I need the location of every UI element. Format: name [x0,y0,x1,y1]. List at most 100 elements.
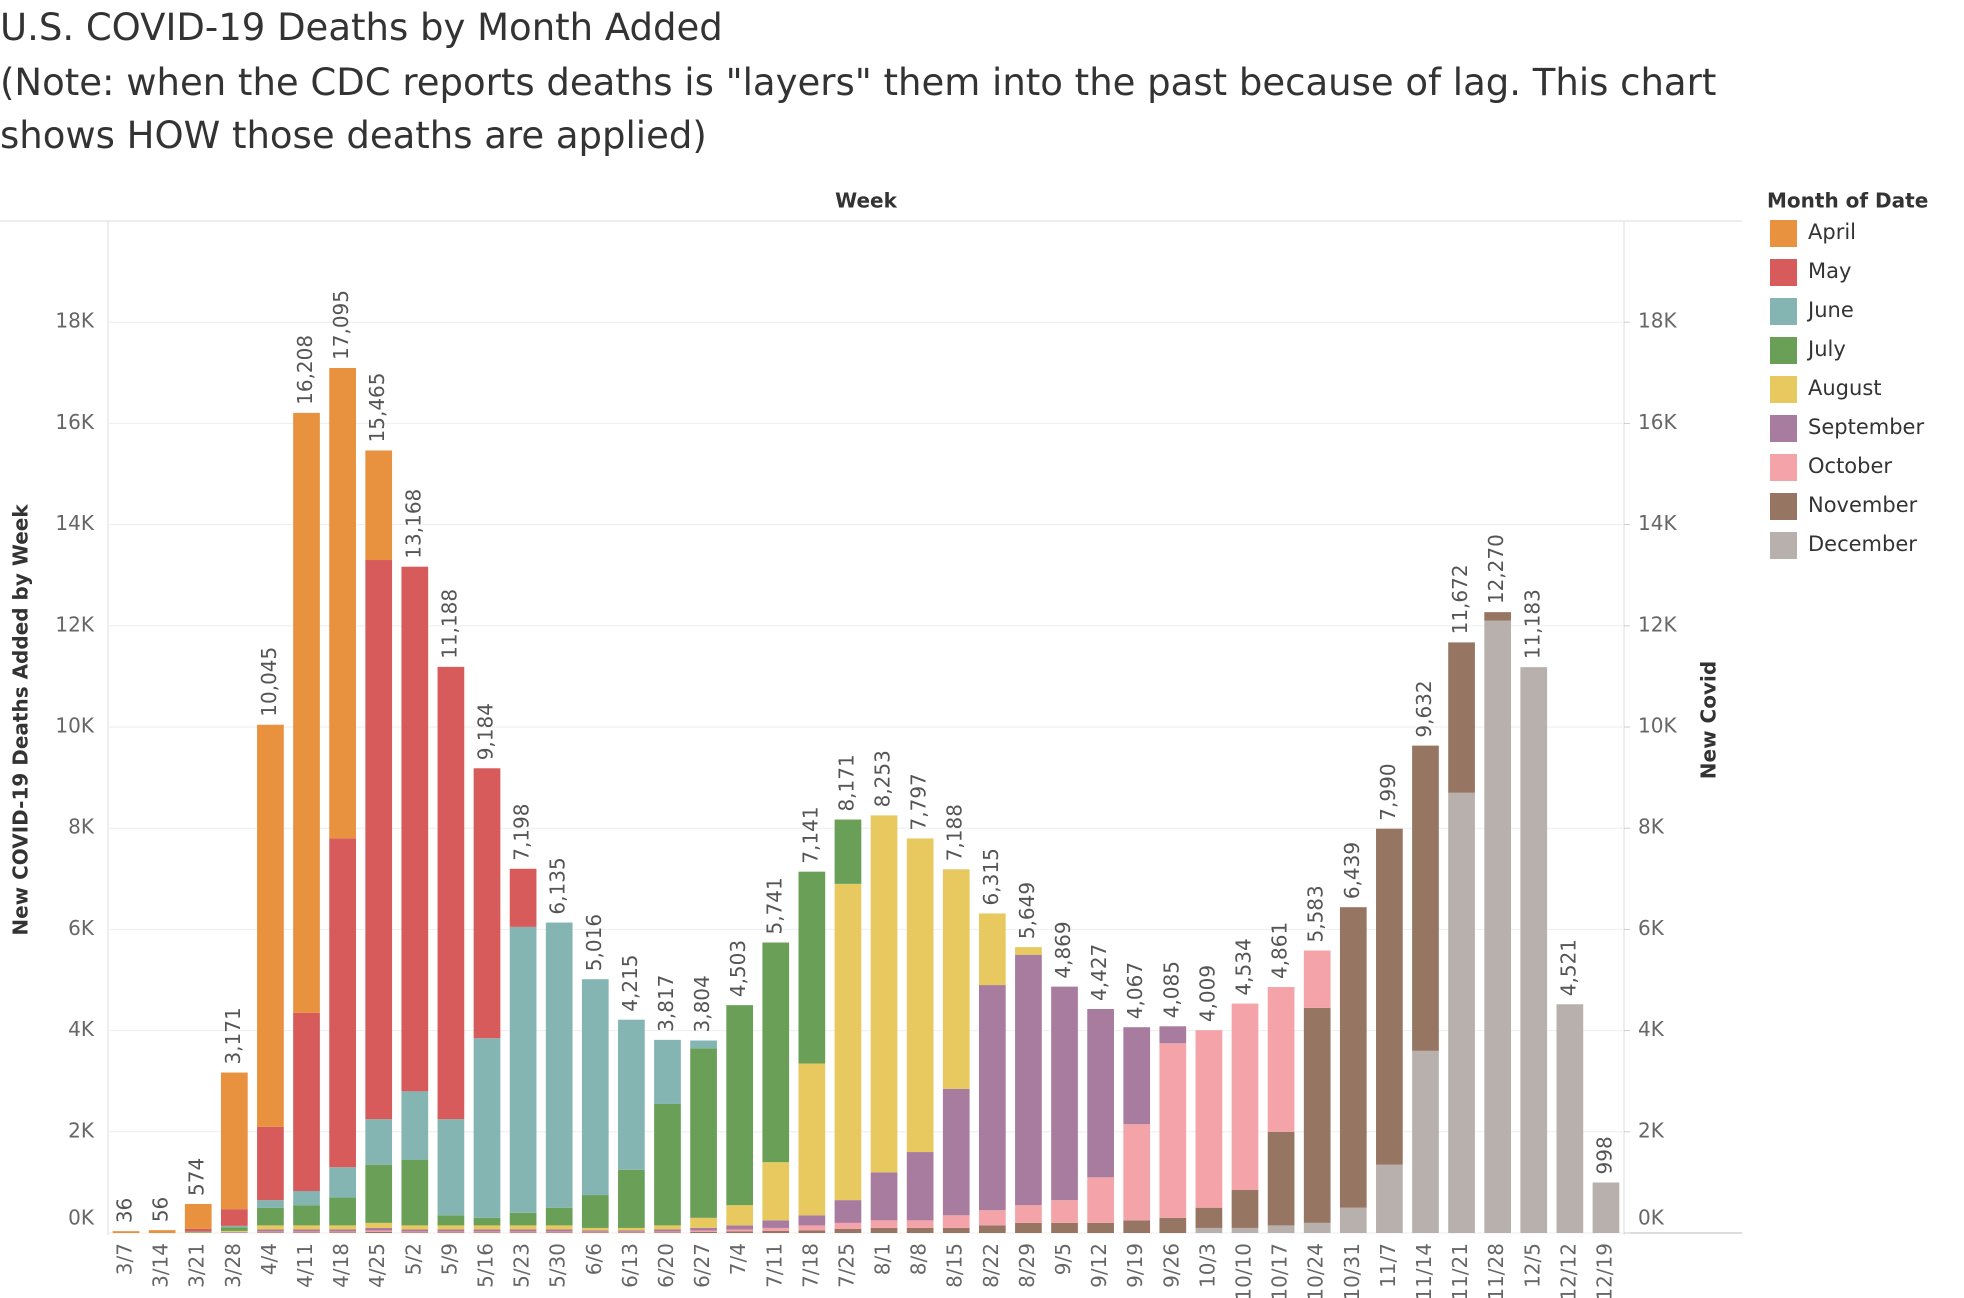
bar-segment [942,1227,970,1233]
bar-segment [798,1225,826,1231]
bar-segment [112,1231,140,1233]
total-label: 17,095 [329,290,353,360]
bar-segment [401,1225,429,1230]
bar-segment [329,1197,356,1226]
legend-label: May [1808,259,1851,283]
bar-segment [401,1229,429,1232]
bar-segment [401,1231,429,1233]
bar-segment [870,815,898,1173]
bar-segment [1448,642,1475,793]
bar-segment [978,1225,1006,1233]
bar-segment [473,1232,501,1233]
y-axis-title: New COVID-19 Deaths Added by Week [9,504,33,936]
bar-segment [654,1231,681,1233]
chart-subtitle: shows HOW those deaths are applied) [0,114,707,157]
header: Week [835,189,897,213]
total-label: 6,439 [1340,842,1364,899]
bar-segment [654,1039,681,1104]
bar-segment [726,1231,754,1233]
y2-tick-label: 2K [1638,1118,1665,1142]
bar-segment [509,926,537,1213]
y2-axis-title: New Covid [1697,661,1721,779]
bar-segment [257,1207,284,1226]
bar-segment [545,1231,573,1233]
total-label: 7,198 [510,804,534,861]
bar-segment [834,819,862,884]
bar-segment [401,566,429,1092]
x-tick-label: 5/16 [474,1243,498,1288]
y-tick-label: 6K [68,916,95,940]
total-label: 5,741 [762,877,786,934]
bar-segment [798,1063,826,1216]
bar-segment [1087,1177,1114,1223]
bar-segment [1376,828,1403,1165]
bar-segment [1051,986,1078,1201]
bar-segment [834,1222,862,1229]
total-label: 6,315 [979,848,1003,905]
bar-segment [1339,907,1367,1208]
bar-segment [654,1103,681,1226]
x-tick-label: 9/5 [1051,1243,1075,1275]
bar-segment [581,1230,609,1232]
bar-segment [329,1231,356,1233]
x-tick-label: 10/3 [1195,1243,1219,1288]
bar-segment [220,1227,248,1231]
bar-segment [509,1225,537,1230]
x-tick-label: 3/28 [221,1243,245,1288]
bar-segment [1339,1207,1367,1233]
bar-segment [798,871,826,1064]
bar-segment [1303,950,1331,1008]
y2-tick-label: 0K [1638,1206,1665,1230]
total-label: 4,085 [1159,961,1183,1018]
x-tick-label: 5/30 [546,1243,570,1288]
bar-segment [1087,1222,1114,1233]
total-label: 11,183 [1520,589,1544,659]
total-label: 998 [1592,1136,1616,1174]
x-tick-label: 10/10 [1232,1243,1256,1298]
bar-segment [1195,1030,1223,1208]
bar-segment [473,768,501,1039]
bar-segment [618,1230,645,1232]
total-label: 3,804 [690,975,714,1032]
total-label: 5,649 [1015,882,1039,939]
x-tick-label: 7/4 [726,1243,750,1275]
x-tick-label: 5/9 [437,1243,461,1275]
total-label: 6,135 [546,857,570,914]
bar-segment [581,979,609,1196]
bar-segment [1231,1189,1259,1228]
x-tick-label: 9/19 [1123,1243,1147,1288]
y-tick-label: 0K [68,1206,95,1230]
bar-segment [1195,1227,1223,1233]
bar-segment [257,1225,284,1230]
bar-segment [870,1172,898,1221]
bar-segment [293,1229,320,1232]
bar-segment [762,1230,790,1233]
x-tick-label: 11/14 [1412,1243,1436,1298]
chart-subtitle: (Note: when the CDC reports deaths is "l… [0,61,1716,104]
x-tick-label: 4/18 [329,1243,353,1288]
bar-segment [329,367,356,839]
bar-segment [293,1225,320,1230]
bar-segment [726,1225,754,1230]
legend-swatch [1770,493,1797,520]
x-tick-label: 5/2 [401,1243,425,1275]
total-label: 4,427 [1087,944,1111,1001]
bar-segment [545,1232,573,1233]
x-tick-label: 4/11 [293,1243,317,1288]
x-tick-label: 8/29 [1015,1243,1039,1288]
x-tick-label: 10/17 [1268,1243,1292,1298]
total-label: 4,503 [726,940,750,997]
total-label: 16,208 [293,335,317,405]
x-tick-label: 12/5 [1520,1243,1544,1288]
bar-segment [365,1119,393,1165]
bar-segment [184,1231,212,1233]
bar-segment [726,1229,754,1232]
x-tick-label: 3/7 [113,1243,137,1275]
x-tick-label: 7/11 [762,1243,786,1288]
legend-label: June [1806,298,1854,322]
bar-segment [473,1229,501,1232]
bar-segment [329,838,356,1168]
bar-segment [545,1207,573,1226]
bar-segment [148,1230,176,1233]
